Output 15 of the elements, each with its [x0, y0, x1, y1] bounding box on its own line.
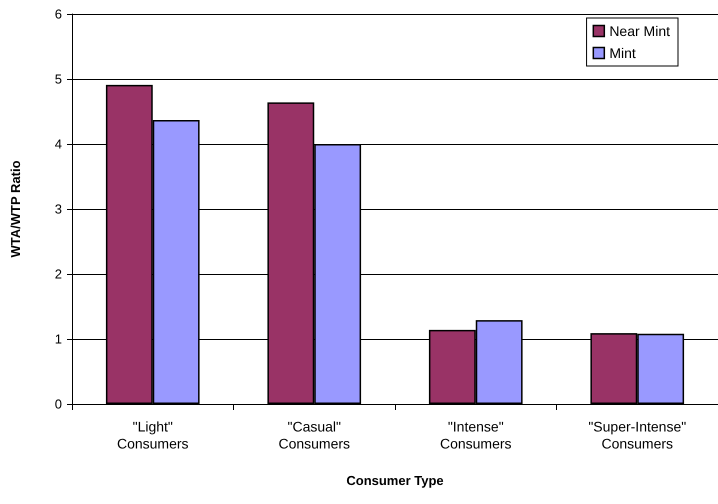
y-tick-label: 3: [54, 202, 62, 216]
x-tick-label: "Super-Intense" Consumers: [588, 418, 686, 452]
legend-label: Near Mint: [609, 23, 670, 39]
y-axis-title: WTA/WTP Ratio: [8, 160, 23, 258]
x-tick-label: "Intense" Consumers: [440, 418, 512, 452]
x-tick-label: "Casual" Consumers: [278, 418, 350, 452]
y-tick-label: 2: [54, 266, 62, 282]
x-axis-title: Consumer Type: [346, 473, 444, 488]
y-tick-label: 5: [54, 72, 62, 86]
y-tick-label: 4: [54, 136, 62, 152]
y-tick-label: 0: [54, 396, 62, 412]
y-tick-label: 6: [54, 6, 62, 22]
legend-label: Mint: [609, 45, 636, 61]
x-tick-label: "Light" Consumers: [116, 418, 189, 452]
y-tick-label: 1: [54, 332, 62, 346]
